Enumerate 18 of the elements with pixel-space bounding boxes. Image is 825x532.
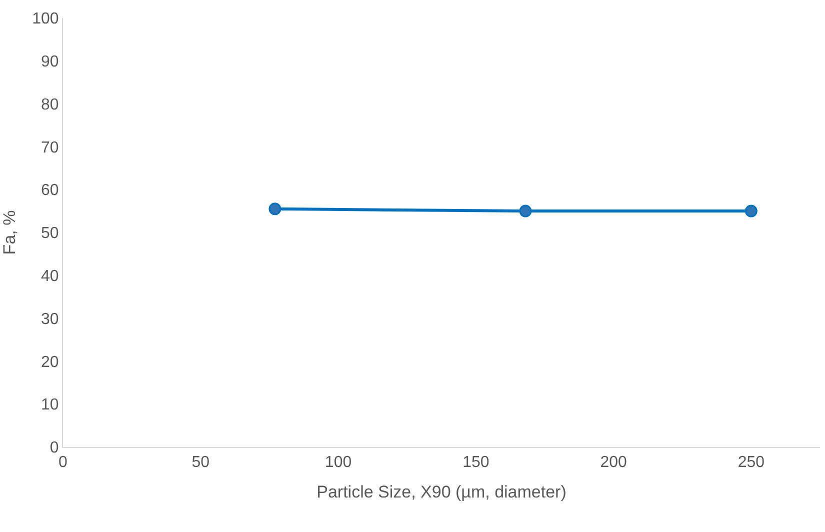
y-tick-label: 70 bbox=[41, 139, 59, 156]
x-tick-label: 50 bbox=[192, 454, 210, 472]
x-tick-label: 100 bbox=[324, 454, 352, 472]
y-tick-label: 80 bbox=[41, 96, 59, 114]
x-axis-title: Particle Size, X90 (µm, diameter) bbox=[316, 482, 566, 502]
y-tick-label: 90 bbox=[41, 54, 59, 70]
y-tick-label: 20 bbox=[41, 354, 59, 371]
y-tick-label: 40 bbox=[41, 268, 59, 285]
y-tick-label: 50 bbox=[41, 225, 59, 242]
y-axis-title: Fa, % bbox=[0, 210, 19, 255]
x-tick-label: 250 bbox=[738, 454, 765, 472]
x-tick-label: 150 bbox=[462, 454, 490, 472]
y-tick-label: 10 bbox=[41, 396, 59, 414]
y-tick-label: 30 bbox=[41, 310, 59, 328]
y-tick-label: 60 bbox=[41, 182, 59, 200]
y-tick-label: 100 bbox=[32, 10, 59, 28]
y-tick-label: 0 bbox=[50, 440, 59, 457]
x-tick-label: 200 bbox=[600, 454, 627, 472]
